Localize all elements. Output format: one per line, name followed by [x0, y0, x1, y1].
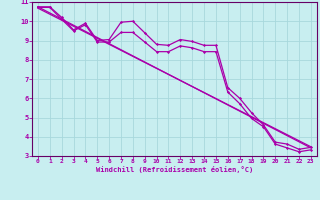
- X-axis label: Windchill (Refroidissement éolien,°C): Windchill (Refroidissement éolien,°C): [96, 166, 253, 173]
